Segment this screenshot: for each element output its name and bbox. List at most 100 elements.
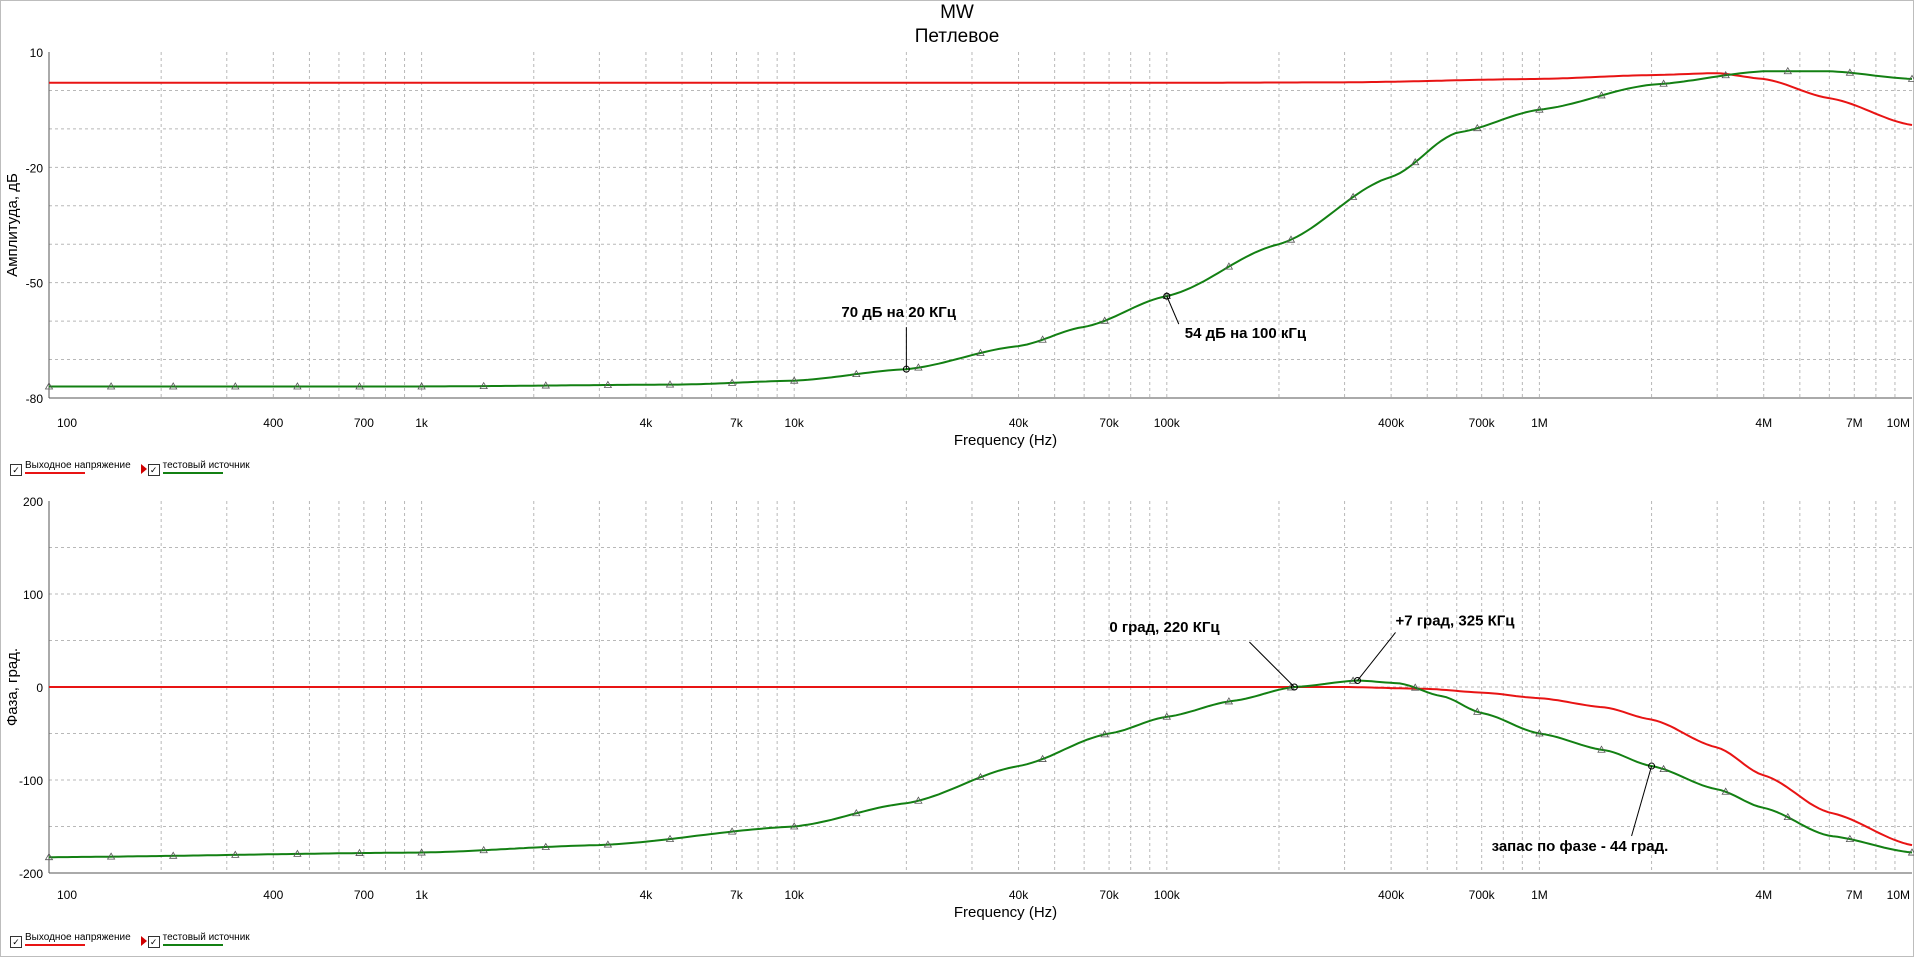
x-axis-label: Frequency (Hz) <box>954 432 1057 449</box>
x-tick-label: 400k <box>1378 416 1405 430</box>
y-tick-label: -20 <box>26 161 44 175</box>
data-point-marker <box>1535 729 1544 737</box>
annotation-label: 70 дБ на 20 КГц <box>841 304 956 321</box>
data-point-marker <box>231 850 240 858</box>
legend-amplitude: ✓ Выходное напряжение ✓ тестовый источни… <box>10 460 260 476</box>
x-tick-label: 100 <box>57 888 77 902</box>
x-axis-label: Frequency (Hz) <box>954 904 1057 921</box>
annotation-leader <box>1631 765 1653 837</box>
annotation-leader <box>1166 295 1180 325</box>
legend-item-test-source[interactable]: ✓ тестовый источник <box>140 460 250 476</box>
series-line-output-voltage <box>49 72 1913 126</box>
data-point-marker <box>727 827 737 835</box>
series-line-test-source <box>49 679 1913 859</box>
legend-checkbox[interactable]: ✓ <box>147 936 160 948</box>
x-tick-label: 1k <box>415 416 429 430</box>
series-line-output-voltage <box>49 686 1913 847</box>
data-point-marker <box>976 348 985 356</box>
x-tick-label: 70k <box>1099 888 1119 902</box>
y-tick-label: 200 <box>23 495 43 509</box>
data-point-marker <box>231 382 240 390</box>
x-tick-label: 4M <box>1755 888 1772 902</box>
data-point-marker <box>169 382 178 390</box>
legend-item-test-source[interactable]: ✓ тестовый источник <box>140 932 250 948</box>
x-tick-label: 400 <box>263 888 283 902</box>
data-point-marker <box>914 796 923 804</box>
x-tick-label: 1M <box>1531 416 1548 430</box>
data-point-marker <box>1038 754 1047 762</box>
x-tick-label: 7M <box>1846 416 1863 430</box>
data-point-marker <box>1783 66 1792 75</box>
data-point-marker <box>1348 192 1358 200</box>
x-tick-label: 700 <box>354 416 374 430</box>
data-point-marker <box>665 380 675 388</box>
y-tick-label: 0 <box>36 681 43 695</box>
data-point-marker <box>44 382 54 390</box>
data-point-marker <box>1721 70 1730 79</box>
data-point-marker <box>1535 105 1544 113</box>
data-point-marker <box>1473 123 1482 132</box>
x-tick-label: 700 <box>354 888 374 902</box>
data-point-marker <box>106 852 116 860</box>
data-point-marker <box>976 772 985 781</box>
annotation-point <box>902 365 910 373</box>
x-tick-label: 1k <box>415 888 429 902</box>
y-axis-label: Фаза, град. <box>4 648 21 726</box>
x-tick-label: 40k <box>1009 888 1029 902</box>
legend-swatch-green <box>162 472 223 474</box>
x-tick-label: 7k <box>730 416 744 430</box>
y-axis-label: Амплитуда, дБ <box>4 173 21 277</box>
data-point-marker <box>1597 745 1606 753</box>
x-tick-label: 4k <box>640 416 654 430</box>
chart-title: MW <box>940 2 974 23</box>
x-tick-label: 40k <box>1009 416 1029 430</box>
data-point-marker <box>1286 235 1296 243</box>
x-tick-label: 700k <box>1469 416 1496 430</box>
annotation-point <box>1648 762 1656 770</box>
legend-checkbox[interactable]: ✓ <box>10 936 22 948</box>
data-point-marker <box>1100 730 1109 738</box>
data-point-marker <box>603 840 613 848</box>
x-tick-label: 10M <box>1887 416 1910 430</box>
legend-item-output-voltage[interactable]: ✓ Выходное напряжение <box>10 460 131 476</box>
data-point-marker <box>417 382 426 390</box>
data-point-marker <box>355 382 364 390</box>
x-tick-label: 700k <box>1469 888 1496 902</box>
data-point-marker <box>1411 683 1420 691</box>
chart-subtitle: Петлевое <box>914 26 1000 47</box>
y-tick-label: 100 <box>23 588 43 602</box>
x-tick-label: 10M <box>1887 888 1910 902</box>
data-point-marker <box>727 378 737 386</box>
data-point-marker <box>1100 316 1109 324</box>
y-tick-label: 10 <box>30 46 44 60</box>
y-tick-label: -50 <box>26 277 44 291</box>
data-point-marker <box>1162 712 1171 720</box>
data-point-marker <box>1659 764 1668 773</box>
x-tick-label: 4k <box>640 888 654 902</box>
data-point-marker <box>541 381 550 389</box>
data-point-marker <box>603 380 613 388</box>
data-point-marker <box>1411 157 1420 166</box>
data-point-marker <box>1224 697 1234 705</box>
legend-label: Выходное напряжение <box>25 932 131 943</box>
annotation-label: запас по фазе - 44 град. <box>1492 838 1669 855</box>
y-tick-label: -100 <box>19 774 43 788</box>
data-point-marker <box>1845 834 1855 842</box>
legend-checkbox[interactable]: ✓ <box>147 464 160 476</box>
legend-swatch-red <box>25 944 85 946</box>
legend-item-output-voltage[interactable]: ✓ Выходное напряжение <box>10 932 131 948</box>
data-point-marker <box>1659 79 1668 87</box>
data-point-marker <box>1286 683 1296 691</box>
annotation-point <box>1163 292 1171 300</box>
legend-checkbox[interactable]: ✓ <box>10 464 22 476</box>
data-point-marker <box>1597 91 1606 99</box>
data-point-marker <box>1224 262 1234 270</box>
y-tick-label: -80 <box>26 392 44 406</box>
data-point-marker <box>665 834 675 842</box>
data-point-marker <box>790 822 799 830</box>
data-point-marker <box>914 363 923 371</box>
data-point-marker <box>44 852 54 861</box>
data-point-marker <box>1038 335 1047 343</box>
x-tick-label: 10k <box>785 888 805 902</box>
